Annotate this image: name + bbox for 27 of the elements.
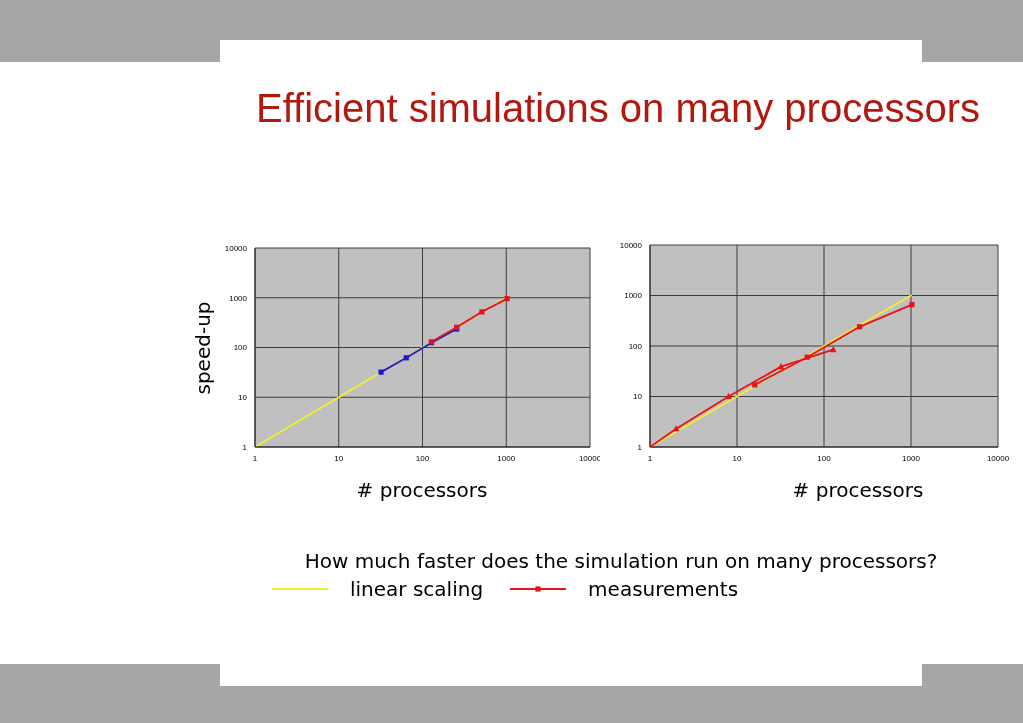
- x-tick-label: 10000: [578, 453, 602, 463]
- x-tick-label: 100: [415, 453, 430, 463]
- x-axis-title: # processors: [356, 478, 488, 502]
- x-tick-label: 10000: [986, 453, 1010, 463]
- x-tick-label: 1000: [902, 453, 921, 463]
- y-tick-label: 100: [628, 341, 643, 351]
- y-tick-label: 1: [242, 442, 248, 452]
- y-tick-label: 10: [238, 393, 248, 403]
- x-tick-label: 1: [647, 453, 653, 463]
- y-axis-title: speed-up: [191, 300, 215, 395]
- y-tick-label: 100: [233, 343, 248, 353]
- x-tick-label: 100: [817, 453, 832, 463]
- legend-label: measurements: [588, 577, 739, 601]
- text: How much faster does the simulation run on many processors?: [304, 549, 938, 573]
- y-tick-label: 1000: [624, 291, 643, 301]
- x-tick-label: 1000: [497, 453, 516, 463]
- x-tick-label: 1: [252, 453, 258, 463]
- y-tick-label: 10000: [224, 243, 248, 253]
- x-axis-title: # processors: [792, 478, 924, 502]
- y-tick-label: 10000: [619, 240, 643, 250]
- y-tick-label: 10: [633, 392, 643, 402]
- x-tick-label: 10: [732, 453, 742, 463]
- x-tick-label: 10: [334, 453, 344, 463]
- legend-label: linear scaling: [350, 577, 484, 601]
- y-tick-label: 1000: [229, 293, 248, 303]
- chart-title: Efficient simulations on many processors: [254, 86, 980, 130]
- y-tick-label: 1: [637, 442, 643, 452]
